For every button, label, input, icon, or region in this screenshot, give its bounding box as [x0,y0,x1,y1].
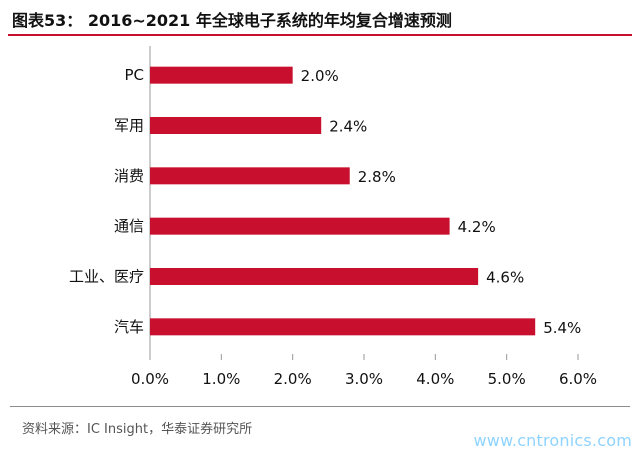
data-label: 2.4% [329,118,367,136]
bar-chart: 0.0% 1.0% 2.0% 3.0% 4.0% 5.0% 6.0% PC 2.0% 军用 2.4%… [69,46,597,388]
bar [150,167,350,185]
bar [150,318,536,336]
footer-divider [10,406,630,407]
data-label: 4.6% [486,269,524,287]
data-label: 4.2% [458,218,496,236]
bar [150,117,322,134]
bar [150,66,293,84]
category-label: 工业、医疗 [69,268,144,286]
x-tick-label: 0.0% [131,370,169,388]
x-tick-label: 1.0% [202,370,240,388]
x-tick-label: 4.0% [416,370,454,388]
source-note: 资料来源：IC Insight，华泰证券研究所 [22,422,253,437]
x-tick-label: 6.0% [559,370,597,388]
watermark: www.cntronics.com [473,431,632,450]
data-label: 5.4% [543,319,581,337]
bar [150,268,479,285]
category-label: 消费 [114,167,144,185]
x-tick-label: 2.0% [274,370,312,388]
chart-title: 图表53： 2016~2021 年全球电子系统的年均复合增速预测 [12,11,452,30]
data-label: 2.8% [358,168,396,186]
category-label: 汽车 [114,318,144,336]
title-bar: 图表53： 2016~2021 年全球电子系统的年均复合增速预测 [8,4,632,36]
x-tick-label: 5.0% [488,370,526,388]
data-label: 2.0% [301,67,339,85]
x-tick-label: 3.0% [345,370,383,388]
category-label: PC [124,66,144,84]
chart-area: 0.0% 1.0% 2.0% 3.0% 4.0% 5.0% 6.0% PC 2.0% 军用 2.4%… [0,36,640,392]
category-label: 军用 [114,117,144,135]
bar [150,217,450,235]
category-label: 通信 [114,217,144,235]
